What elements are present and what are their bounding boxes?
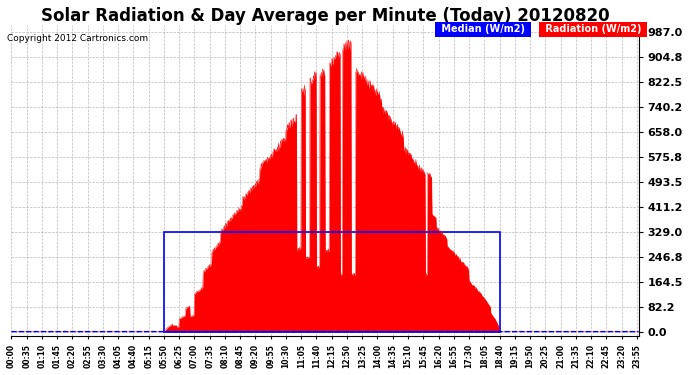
Title: Solar Radiation & Day Average per Minute (Today) 20120820: Solar Radiation & Day Average per Minute… — [41, 7, 609, 25]
Text: Copyright 2012 Cartronics.com: Copyright 2012 Cartronics.com — [7, 34, 148, 43]
Text: Radiation (W/m2): Radiation (W/m2) — [542, 24, 644, 34]
Bar — [164, 232, 500, 332]
Text: Median (W/m2): Median (W/m2) — [438, 24, 529, 34]
